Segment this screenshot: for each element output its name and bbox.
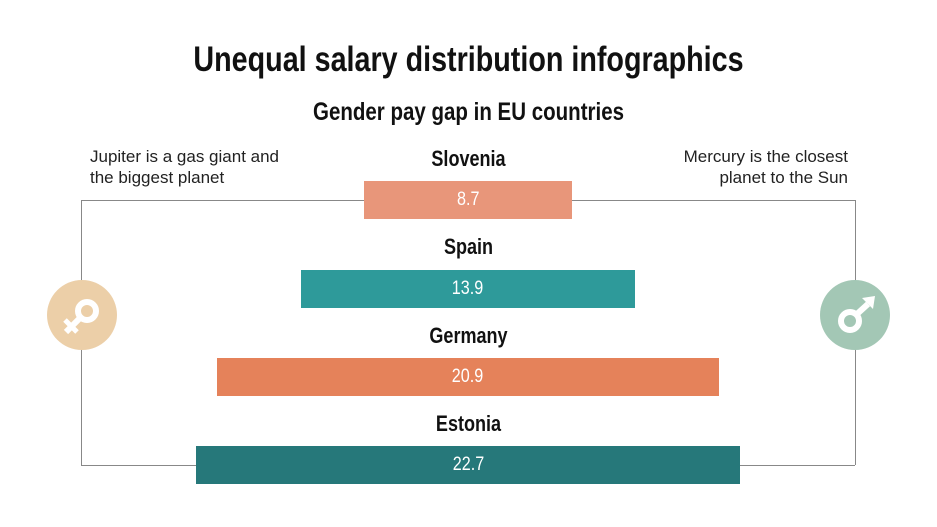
data-label: 22.7: [452, 454, 484, 475]
bar-spain: 13.9: [301, 270, 635, 308]
bar-estonia: 22.7: [195, 446, 741, 484]
bar-slovenia: 8.7: [363, 181, 573, 219]
category-label: Estonia: [435, 411, 502, 436]
category-label: Slovenia: [431, 146, 506, 171]
frame-top-left-line: [81, 200, 381, 201]
frame-top-right-line: [560, 200, 855, 201]
note-right: Mercury is the closest planet to the Sun: [683, 147, 848, 187]
frame-bottom-left-line: [81, 465, 201, 466]
frame-bottom-right-line: [740, 465, 855, 466]
female-icon: [47, 280, 117, 350]
chart-title: Gender pay gap in EU countries: [313, 98, 624, 126]
bar-germany: 20.9: [217, 358, 719, 396]
data-label: 20.9: [452, 366, 484, 387]
male-icon: [820, 280, 890, 350]
category-label: Germany: [429, 323, 508, 348]
category-label: Spain: [443, 234, 494, 259]
data-label: 8.7: [456, 189, 480, 210]
data-label: 13.9: [452, 278, 484, 299]
note-left: Jupiter is a gas giant and the biggest p…: [90, 147, 280, 187]
page-title: Unequal salary distribution infographics: [193, 40, 744, 79]
